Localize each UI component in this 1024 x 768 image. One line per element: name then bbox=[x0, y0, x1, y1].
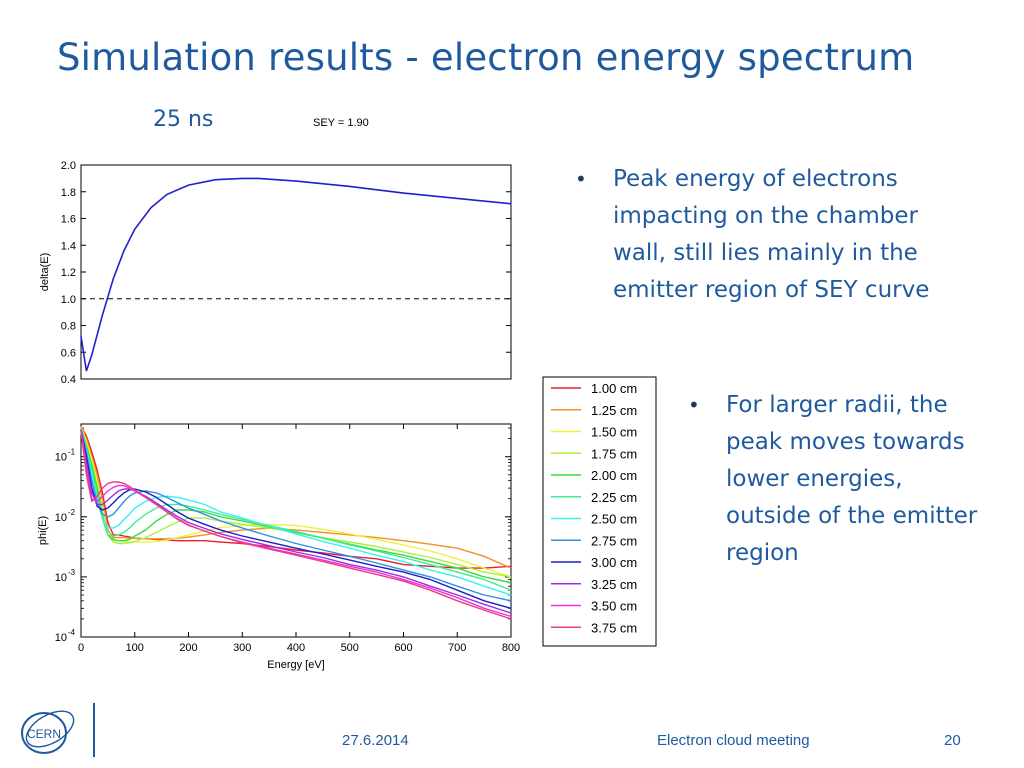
cern-logo: CERN bbox=[21, 710, 75, 754]
legend-label: 3.50 cm bbox=[591, 599, 637, 614]
slide-title: Simulation results - electron energy spe… bbox=[57, 36, 915, 79]
footer-divider bbox=[93, 703, 95, 757]
footer-meeting: Electron cloud meeting bbox=[657, 732, 810, 749]
legend-label: 2.75 cm bbox=[591, 533, 637, 548]
legend-label: 3.75 cm bbox=[591, 620, 637, 635]
bottom-x-axis-label: Energy [eV] bbox=[267, 659, 324, 671]
top-y-tick-label: 1.4 bbox=[61, 240, 76, 252]
spectrum-series-line bbox=[80, 428, 512, 596]
top-sey-curve bbox=[80, 177, 512, 372]
top-y-tick-label: 2.0 bbox=[61, 160, 76, 172]
bottom-x-tick-label: 800 bbox=[502, 642, 520, 654]
legend-label: 1.75 cm bbox=[591, 446, 637, 461]
bottom-x-tick-label: 600 bbox=[394, 642, 412, 654]
bullet-2-text: For larger radii, the peak moves towards… bbox=[726, 392, 978, 566]
slide-subtitle: 25 ns bbox=[153, 107, 214, 132]
bottom-x-tick-label: 0 bbox=[78, 642, 84, 654]
bottom-x-tick-label: 500 bbox=[341, 642, 359, 654]
bottom-y-tick-label: 10 bbox=[55, 632, 67, 644]
legend-label: 3.25 cm bbox=[591, 577, 637, 592]
bottom-y-axis-label: phi(E) bbox=[37, 516, 49, 545]
bullet-dot: • bbox=[688, 393, 700, 417]
legend-label: 2.00 cm bbox=[591, 468, 637, 483]
bottom-x-tick-label: 100 bbox=[126, 642, 144, 654]
top-y-tick-label: 1.2 bbox=[61, 267, 76, 279]
top-y-tick-label: 0.4 bbox=[61, 374, 76, 386]
legend-label: 2.50 cm bbox=[591, 512, 637, 527]
bottom-y-tick-exponent: -2 bbox=[68, 508, 76, 517]
spectrum-series-line bbox=[80, 428, 512, 591]
spectrum-series-line bbox=[80, 429, 512, 609]
bullet-1: • Peak energy of electrons impacting on … bbox=[575, 161, 975, 309]
legend-label: 1.25 cm bbox=[591, 403, 637, 418]
spectrum-series-line bbox=[80, 430, 512, 620]
page-number: 20 bbox=[944, 732, 961, 749]
footer-date: 27.6.2014 bbox=[342, 732, 409, 749]
top-y-tick-label: 1.8 bbox=[61, 187, 76, 199]
top-y-axis-label: delta(E) bbox=[39, 253, 51, 292]
sey-label: SEY = 1.90 bbox=[313, 117, 369, 129]
bottom-x-tick-label: 700 bbox=[448, 642, 466, 654]
legend-label: 3.00 cm bbox=[591, 555, 637, 570]
cern-logo-text: CERN bbox=[27, 727, 61, 741]
bullet-dot: • bbox=[575, 167, 587, 191]
legend-label: 1.00 cm bbox=[591, 381, 637, 396]
top-y-tick-label: 1.0 bbox=[61, 294, 76, 306]
spectrum-series-line bbox=[80, 429, 512, 602]
top-y-tick-label: 1.6 bbox=[61, 214, 76, 226]
bottom-y-tick-label: 10 bbox=[55, 512, 67, 524]
spectrum-series-line bbox=[80, 425, 512, 569]
bullet-2: • For larger radii, the peak moves towar… bbox=[688, 387, 988, 572]
bottom-y-tick-label: 10 bbox=[55, 452, 67, 464]
bottom-x-tick-label: 200 bbox=[179, 642, 197, 654]
spectrum-series-line bbox=[80, 429, 512, 614]
top-y-tick-label: 0.6 bbox=[61, 347, 76, 359]
top-y-tick-label: 0.8 bbox=[61, 321, 76, 333]
bottom-y-tick-exponent: -1 bbox=[68, 448, 76, 457]
bottom-x-tick-label: 400 bbox=[287, 642, 305, 654]
bullet-1-text: Peak energy of electrons impacting on th… bbox=[613, 166, 930, 303]
bottom-y-tick-label: 10 bbox=[55, 572, 67, 584]
legend-box bbox=[542, 376, 657, 647]
legend-label: 1.50 cm bbox=[591, 425, 637, 440]
legend-label: 2.25 cm bbox=[591, 490, 637, 505]
bottom-y-tick-exponent: -4 bbox=[68, 628, 76, 637]
bottom-y-tick-exponent: -3 bbox=[68, 568, 76, 577]
bottom-x-tick-label: 300 bbox=[233, 642, 251, 654]
